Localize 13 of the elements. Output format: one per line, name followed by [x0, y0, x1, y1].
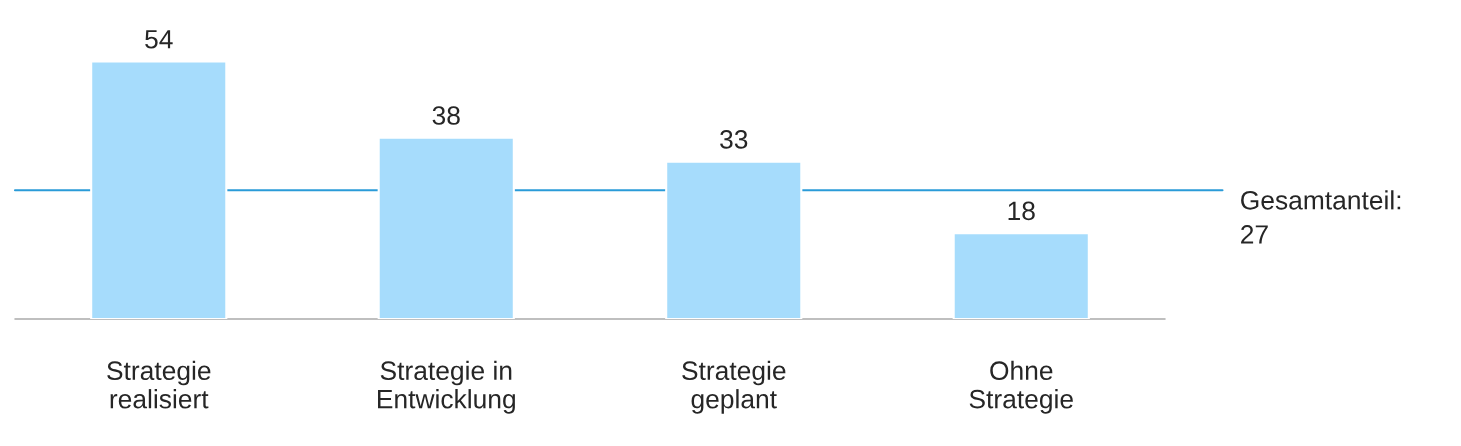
bar — [952, 232, 1090, 319]
bar — [377, 136, 515, 319]
data-label: 33 — [720, 130, 748, 149]
data-label: 54 — [145, 30, 173, 49]
data-label: 18 — [1008, 201, 1035, 221]
data-label: 38 — [432, 106, 460, 125]
x-tick-label: Ohne Strategie — [969, 360, 1073, 414]
x-tick-label: Strategie geplant — [682, 360, 786, 414]
x-tick-label: Strategie realisiert — [107, 360, 211, 409]
bar — [90, 60, 228, 319]
x-tick-label: Strategie in Entwicklung — [378, 360, 515, 414]
ref-line-label: Gesamtanteil: 27 — [1241, 190, 1401, 244]
bar — [665, 160, 803, 319]
